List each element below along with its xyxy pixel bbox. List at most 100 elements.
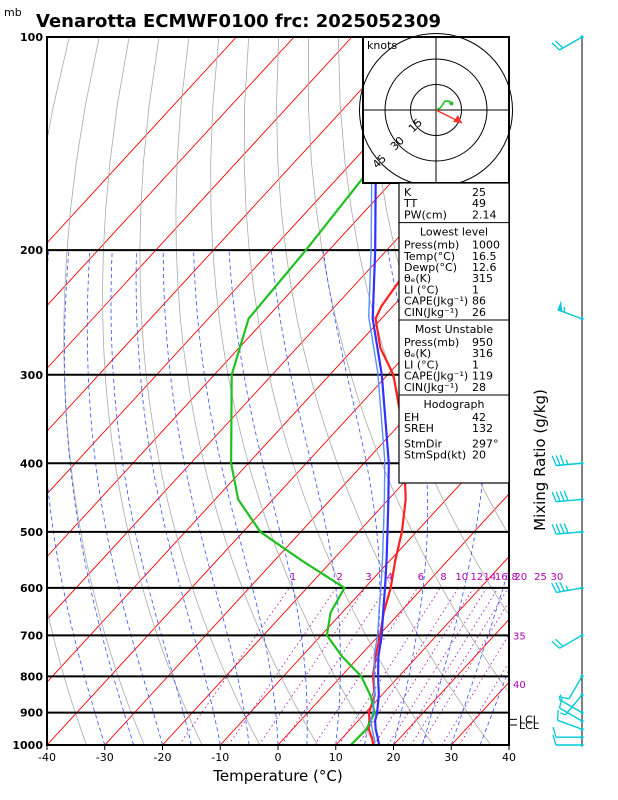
pressure-tick-label: 100 — [20, 31, 43, 44]
dry-adiabat-line — [210, 37, 376, 745]
mixing-ratio-line — [373, 587, 474, 745]
mixing-ratio-tick-label: 1 — [290, 572, 296, 583]
wind-barb-base-dot — [580, 35, 584, 39]
table-row-value: 86 — [472, 295, 486, 308]
isotherm-line — [47, 179, 509, 683]
table-row-value: 297° — [472, 437, 499, 450]
wind-barb-flag — [563, 523, 569, 534]
dry-adiabat-line — [607, 37, 618, 745]
wind-barb-staff — [559, 634, 583, 649]
table-row-value: 950 — [472, 336, 493, 349]
wind-barb-flag — [559, 454, 565, 466]
mixing-ratio-line — [399, 587, 499, 745]
isotherm-edge-label: 40 — [513, 680, 526, 691]
table-row-label: Temp(°C) — [403, 250, 455, 263]
wind-barb-flag — [559, 581, 565, 592]
wind-barb-flag — [551, 582, 557, 593]
wind-barb-staff — [568, 676, 583, 700]
wind-barb-flag — [551, 524, 557, 535]
temperature-tick-label: 40 — [502, 751, 516, 764]
moist-adiabat-line — [47, 250, 106, 745]
mixing-ratio-tick-label: 12 — [471, 572, 484, 583]
table-heading: Most Unstable — [415, 323, 494, 336]
isotherm-line — [277, 493, 509, 745]
hodograph-units: knots — [367, 39, 397, 52]
temperature-tick-label: 20 — [387, 751, 401, 764]
wind-barb-flag — [558, 695, 570, 700]
table-row-value: 316 — [472, 347, 493, 360]
wind-barb-flag — [555, 455, 561, 466]
wind-barb-staff — [557, 719, 583, 730]
mixing-ratio-tick-label: 25 — [534, 572, 547, 583]
pressure-tick-label: 900 — [20, 707, 43, 720]
mixing-ratio-tick-label: 3 — [365, 572, 371, 583]
table-row-value: 2.14 — [472, 208, 497, 221]
mixing-ratio-line — [258, 587, 366, 745]
mixing-ratio-line — [410, 587, 509, 745]
wind-barb-flag — [552, 734, 557, 746]
wind-barb-staff — [556, 587, 583, 594]
wind-barb-staff — [564, 694, 583, 716]
parcel-trace-shadow — [367, 37, 395, 744]
mixing-ratio-tick-label: 4 — [387, 572, 393, 583]
dry-adiabat-line — [578, 37, 618, 745]
wind-barb-flag — [551, 491, 557, 502]
table-row-label: StmSpd(kt) — [404, 449, 466, 462]
moist-adiabat-line — [86, 250, 163, 745]
table-row-label: CAPE(Jkg⁻¹) — [404, 295, 468, 308]
mixing-ratio-tick-label: 16 — [495, 572, 508, 583]
mixing-ratio-line — [178, 587, 290, 745]
moist-adiabat-line — [270, 250, 341, 745]
pressure-tick-label: 600 — [20, 582, 43, 595]
tables-frame — [398, 182, 510, 484]
pressure-axis: 100 200 300 400 500 600 700 800 900 1000 — [12, 31, 43, 752]
mixing-ratio-tick-label: 2 — [337, 572, 343, 583]
wind-barb-flag — [552, 727, 557, 738]
wind-barb-base-dot — [580, 317, 584, 321]
moist-adiabat-line — [110, 250, 192, 745]
wind-barb-half-flag — [565, 585, 569, 591]
table-row-value: 28 — [472, 381, 486, 394]
pressure-tick-label: 1000 — [12, 739, 43, 752]
isotherm-line — [47, 37, 353, 370]
wind-barb-staff — [556, 498, 583, 503]
table-row-label: PW(cm) — [404, 208, 447, 221]
table-row-value: 25 — [472, 186, 486, 199]
isotherm-line — [335, 556, 509, 745]
isotherm-line — [393, 618, 509, 745]
pressure-tick-label: 700 — [20, 629, 43, 642]
table-heading: Lowest level — [420, 226, 488, 239]
mixing-ratio-line — [420, 600, 509, 745]
wind-barb-staff — [556, 531, 583, 535]
profile-traces — [229, 37, 509, 745]
dry-adiabat-line — [243, 37, 434, 745]
table-row-value: 26 — [472, 306, 486, 319]
moist-adiabat-line — [135, 250, 221, 745]
pressure-tick-label: 200 — [20, 244, 43, 257]
hodograph-trace — [435, 100, 452, 111]
isotherm-line — [47, 242, 509, 745]
moist-adiabat-line — [387, 250, 429, 745]
mixing-ratio-axis-label: Mixing Ratio (g/kg) — [531, 389, 549, 531]
dry-adiabat-line — [548, 37, 618, 745]
table-row-value: 1000 — [472, 239, 500, 252]
wind-barb-base-dot — [580, 530, 584, 534]
temperature-tick-label: 30 — [444, 751, 458, 764]
mixing-ratio-tick-label: 18 — [505, 572, 518, 583]
temperature-trace — [367, 139, 509, 745]
wind-barb-staff — [559, 36, 583, 51]
wind-barb-flag — [555, 491, 561, 502]
table-row-label: CIN(Jkg⁻¹) — [404, 381, 459, 394]
table-row-label: θₑ(K) — [404, 347, 431, 360]
wind-barb-base-dot — [580, 711, 584, 715]
x-axis-label: Temperature (°C) — [212, 767, 342, 785]
table-row-value: 42 — [472, 411, 486, 424]
pressure-tick-label: 800 — [20, 670, 43, 683]
storm-motion-arrowhead — [453, 115, 462, 123]
temperature-tick-label: 10 — [329, 751, 343, 764]
wind-barb-column — [551, 35, 584, 747]
pressure-unit-label: mb — [4, 6, 22, 19]
